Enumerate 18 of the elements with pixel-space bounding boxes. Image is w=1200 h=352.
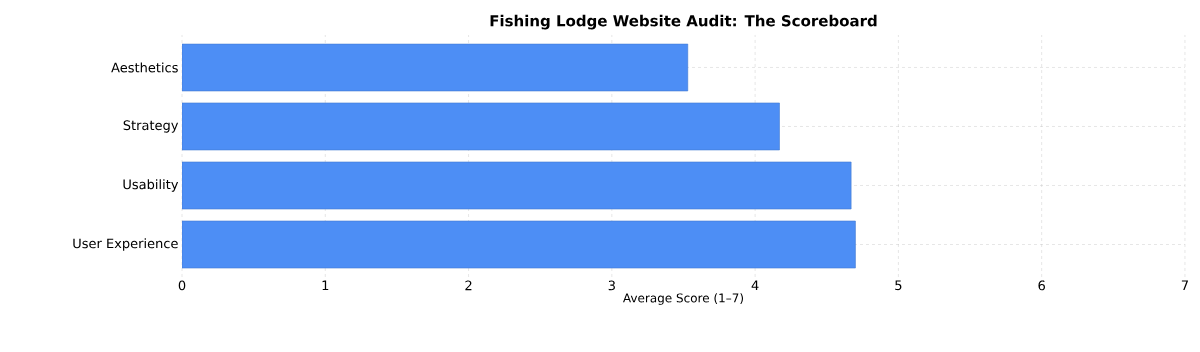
x-tick-label: 1 bbox=[322, 280, 329, 290]
chart-title: Fishing Lodge Website Audit: The Scoreboard bbox=[490, 14, 877, 30]
y-tick-label: Strategy bbox=[123, 120, 179, 133]
x-tick-label: 7 bbox=[1181, 280, 1188, 290]
bar bbox=[182, 220, 856, 269]
bar bbox=[182, 102, 780, 151]
x-tick-label: 3 bbox=[608, 280, 615, 291]
x-tick-label: 6 bbox=[1038, 280, 1045, 291]
x-tick-label: 0 bbox=[178, 280, 186, 291]
y-tick-label: Aesthetics bbox=[111, 62, 178, 73]
y-tick-label: User Experience bbox=[73, 238, 178, 251]
y-tick-label: Usability bbox=[123, 179, 179, 192]
bar bbox=[182, 161, 852, 210]
x-tick-label: 4 bbox=[751, 280, 759, 290]
x-axis-title: Average Score (1–7) bbox=[623, 293, 744, 305]
bar bbox=[182, 43, 689, 92]
x-tick-label: 5 bbox=[895, 280, 902, 291]
x-tick-label: 2 bbox=[465, 280, 472, 291]
